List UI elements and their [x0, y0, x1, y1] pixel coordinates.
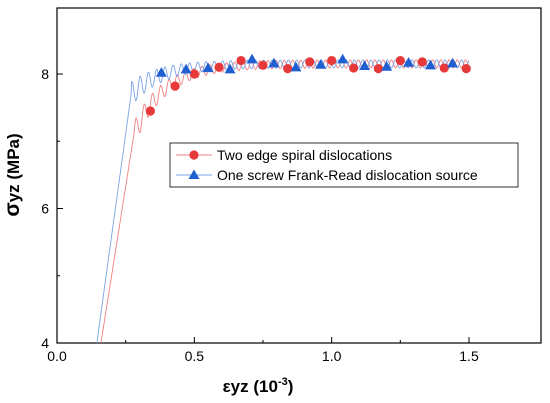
data-point-triangle [290, 61, 302, 72]
x-axis-unit-prefix: (10 [249, 377, 278, 396]
data-point-circle [327, 55, 337, 66]
data-point-circle [395, 55, 405, 66]
y-tick-label: 8 [41, 66, 49, 82]
plot-area [56, 7, 542, 344]
data-point-triangle [381, 61, 393, 71]
data-point-circle [236, 55, 246, 66]
y-axis-title: σyz (MPa) [1, 133, 24, 216]
legend-label-two-edge: Two edge spiral dislocations [217, 147, 392, 163]
data-point-triangle [337, 53, 349, 64]
data-point-triangle [359, 60, 371, 71]
data-point-triangle [447, 57, 459, 68]
data-point-triangle [202, 62, 214, 73]
series-line-0 [100, 59, 470, 344]
data-point-circle [461, 64, 471, 74]
data-point-circle [349, 63, 359, 73]
data-point-circle [189, 69, 199, 79]
x-tick-label: 0.0 [47, 348, 67, 364]
y-axis: 4 6 8 [41, 66, 63, 351]
x-axis: 0.0 0.5 1.0 1.5 [47, 337, 479, 364]
x-axis-symbol: ε [223, 377, 231, 396]
x-tick-label: 1.5 [459, 348, 479, 364]
data-point-triangle [268, 57, 280, 68]
y-axis-unit: (MPa) [4, 133, 23, 184]
plot-frame [56, 7, 542, 344]
legend-box [169, 142, 519, 188]
y-tick-label: 6 [41, 201, 49, 217]
data-point-triangle [425, 59, 437, 70]
data-point-circle [170, 81, 180, 91]
data-point-circle [439, 63, 449, 73]
data-point-triangle [224, 63, 236, 74]
series-line-1 [96, 59, 470, 344]
y-axis-symbol: σ [1, 202, 24, 216]
y-axis-subscript: yz [4, 184, 23, 202]
x-axis-unit-exponent: -3 [278, 376, 288, 388]
data-point-triangle [403, 57, 415, 67]
data-point-circle [373, 64, 383, 74]
data-point-triangle [315, 59, 327, 69]
legend-entry-one-screw: One screw Frank-Read dislocation source [176, 167, 478, 183]
data-point-circle [305, 57, 315, 67]
legend: Two edge spiral dislocations One screw F… [169, 142, 519, 188]
data-point-triangle [155, 67, 167, 77]
data-point-circle [417, 57, 427, 67]
x-axis-title: εyz (10-3) [223, 376, 294, 396]
legend-entry-two-edge: Two edge spiral dislocations [176, 147, 392, 163]
data-point-circle [145, 106, 155, 116]
data-point-triangle [180, 63, 192, 74]
legend-marker-triangle [188, 169, 200, 179]
legend-label-one-screw: One screw Frank-Read dislocation source [217, 167, 478, 183]
y-tick-label: 4 [41, 335, 49, 351]
x-axis-unit-suffix: ) [288, 377, 294, 396]
x-tick-label: 0.5 [185, 348, 205, 364]
data-point-circle [214, 62, 224, 72]
data-point-triangle [246, 53, 258, 64]
curves-layer [96, 59, 470, 344]
legend-marker-circle [189, 150, 199, 160]
x-axis-subscript: yz [231, 377, 249, 396]
data-point-circle [258, 60, 268, 70]
markers-layer [145, 53, 471, 116]
data-point-circle [283, 64, 293, 74]
x-tick-label: 1.0 [322, 348, 342, 364]
